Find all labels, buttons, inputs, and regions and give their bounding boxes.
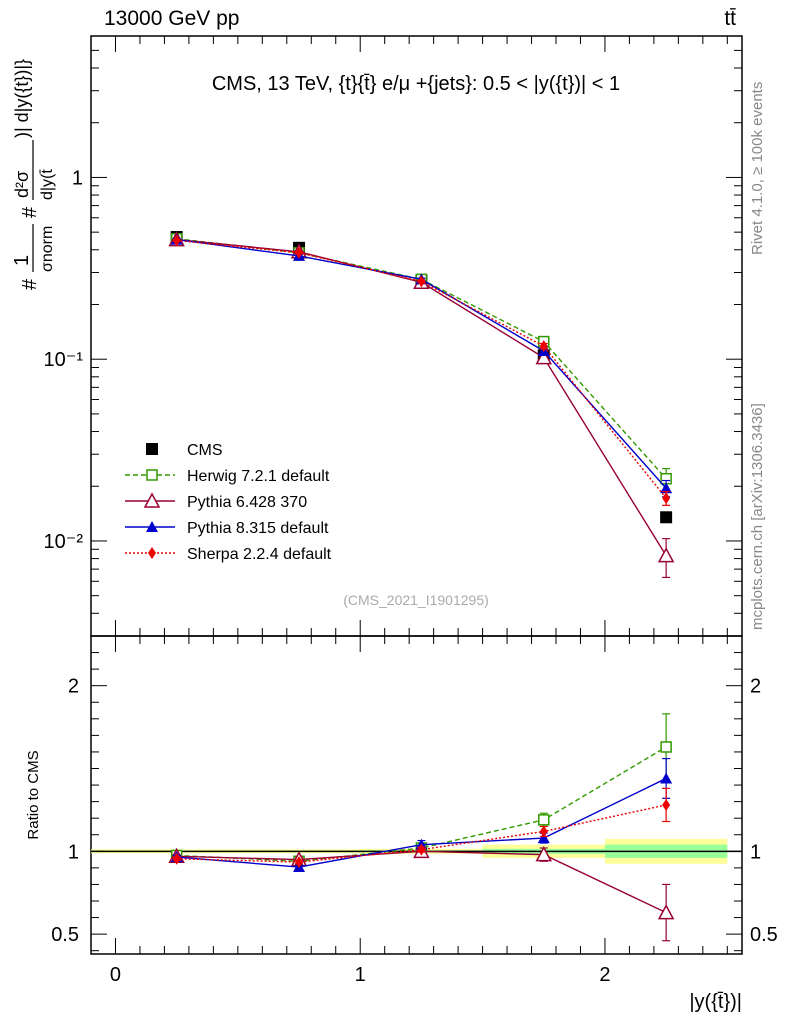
- main-pythia-8-315-default-point: [660, 482, 673, 494]
- ratio-y-tick-label-left: 1: [68, 841, 79, 863]
- analysis-watermark: (CMS_2021_I1901295): [343, 592, 489, 608]
- ratio-sherpa-2-2-4-default-point: [172, 852, 181, 865]
- ratio-axis-ticks: 2 2 1 1 0.5 0.5 0 1 2: [51, 636, 778, 986]
- legend-pythia-6-428-370-marker: [143, 492, 161, 508]
- ratio-herwig-7-2-1-default-point: [538, 814, 550, 826]
- legend-cms-marker: [146, 443, 158, 455]
- ratio-sherpa-2-2-4-default-point: [295, 856, 304, 869]
- ratio-pythia-8-315-default-point: [660, 772, 673, 784]
- legend-pythia-8-315-default-marker: [146, 521, 158, 532]
- main-series-group: [168, 231, 675, 579]
- main-sherpa-2-2-4-default-point: [539, 340, 548, 353]
- ylabel-sigma-norm: σnorm: [39, 226, 56, 272]
- main-plot-title: CMS, 13 TeV, {t}{t̄} e/μ +{jets}: 0.5 < …: [212, 73, 620, 95]
- legend: CMS Herwig 7.2.1 default Pythia 6.428 370 P…: [125, 442, 332, 563]
- main-pythia-6-428-370-point: [535, 349, 553, 365]
- ratio-pythia-8-315-default-point: [537, 832, 550, 844]
- ratio-series-group: [168, 713, 675, 942]
- main-sherpa-2-2-4-default-point: [662, 492, 671, 505]
- process-label: tt̄: [724, 7, 736, 30]
- legend-herwig-7-2-1-default-label: Herwig 7.2.1 default: [187, 468, 330, 485]
- main-sherpa-2-2-4-default-point: [417, 275, 426, 288]
- ratio-y-tick-label-left: 2: [68, 676, 79, 698]
- ratio-pythia-6-428-370-point: [657, 904, 675, 920]
- ratio-sherpa-2-2-4-default-point: [417, 843, 426, 856]
- main-sherpa-2-2-4-default-point: [172, 234, 181, 247]
- ylabel-one: 1: [11, 255, 33, 266]
- ylabel-numerator: d²σ: [12, 171, 32, 198]
- ratio-y-tick-label-right: 2: [750, 676, 761, 698]
- ratio-sherpa-2-2-4-default-point: [539, 825, 548, 838]
- ylabel-denominator: d|y(t̄: [39, 169, 56, 200]
- main-axis-ticks: 1 10⁻¹ 10⁻²: [44, 35, 742, 637]
- x-tick-label: 1: [355, 964, 366, 986]
- main-y-tick-label: 10⁻¹: [44, 349, 84, 371]
- source-label: mcplots.cern.ch [arXiv:1306.3436]: [749, 403, 766, 630]
- main-sherpa-2-2-4-default-point: [295, 246, 304, 259]
- ylabel-hash-1: #: [19, 278, 41, 290]
- ylabel-hash-2: #: [19, 206, 41, 218]
- main-cms-point: [660, 511, 673, 524]
- x-tick-label: 0: [110, 964, 121, 986]
- rivet-version-label: Rivet 4.1.0, ≥ 100k events: [749, 82, 766, 255]
- ratio-herwig-7-2-1-default-point: [660, 741, 672, 753]
- ratio-pythia-6-428-370-point: [535, 846, 553, 862]
- ratio-y-tick-label-right: 0.5: [750, 924, 778, 946]
- main-y-tick-label: 1: [72, 167, 83, 189]
- main-pythia-6-428-370-point: [657, 547, 675, 563]
- ratio-y-axis-label: Ratio to CMS: [25, 750, 42, 839]
- ratio-sherpa-2-2-4-default-point: [662, 798, 671, 811]
- legend-sherpa-2-2-4-default-marker: [148, 547, 156, 559]
- legend-pythia-6-428-370-label: Pythia 6.428 370: [187, 494, 307, 511]
- legend-herwig-7-2-1-default-marker: [146, 469, 158, 481]
- ratio-plot-frame: [90, 635, 743, 955]
- ylabel-right: )| d|y({t})|}: [12, 59, 32, 138]
- x-axis-label: |y({t̄})|: [689, 991, 742, 1013]
- ratio-y-tick-label-right: 1: [750, 841, 761, 863]
- legend-cms-label: CMS: [187, 442, 223, 459]
- main-y-tick-label: 10⁻²: [44, 531, 84, 553]
- legend-pythia-8-315-default-label: Pythia 8.315 default: [187, 520, 329, 537]
- main-y-axis-label: # 1 σnorm # d²σ d|y(t̄ )| d|y({t})|}: [11, 59, 56, 290]
- legend-sherpa-2-2-4-default-label: Sherpa 2.2.4 default: [187, 546, 332, 563]
- ratio-y-tick-label-left: 0.5: [51, 924, 79, 946]
- x-tick-label: 2: [599, 964, 610, 986]
- ratio-herwig-7-2-1-default-line: [176, 746, 667, 862]
- energy-label: 13000 GeV pp: [104, 7, 239, 30]
